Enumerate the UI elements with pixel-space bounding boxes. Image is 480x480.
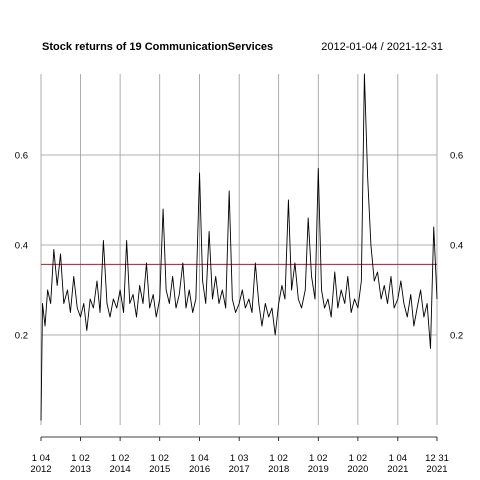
x-tick-label-bottom-0: 2012 [30, 464, 51, 475]
x-tick-label-bottom-1: 2013 [70, 464, 91, 475]
x-tick-label-top-2: 1 02 [111, 453, 130, 464]
x-tick-label-top-8: 1 02 [349, 453, 368, 464]
x-tick-label-bottom-3: 2015 [149, 464, 170, 475]
x-tick-label-bottom-7: 2019 [308, 464, 329, 475]
y-tick-label-left-0: 0.2 [15, 331, 28, 342]
grid-layer [40, 74, 438, 425]
series-layer [40, 73, 438, 421]
y-tick-label-right-2: 0.6 [450, 151, 463, 162]
y-tick-label-left-2: 0.6 [15, 151, 28, 162]
x-tick-label-top-3: 1 02 [150, 453, 169, 464]
x-tick-label-top-1: 1 02 [71, 453, 90, 464]
x-tick-label-bottom-5: 2017 [229, 464, 250, 475]
y-tick-label-left-1: 0.4 [15, 241, 28, 252]
x-tick-label-top-9: 1 04 [389, 453, 408, 464]
x-tick-label-top-4: 1 04 [190, 453, 209, 464]
x-tick-label-top-6: 1 02 [269, 453, 288, 464]
y-tick-label-right-0: 0.2 [450, 331, 463, 342]
x-tick-label-bottom-10: 2021 [426, 464, 447, 475]
series-line-0 [40, 73, 438, 421]
x-tick-label-bottom-6: 2018 [268, 464, 289, 475]
y-tick-label-right-1: 0.4 [450, 241, 463, 252]
x-tick-label-top-0: 1 04 [32, 453, 51, 464]
chart-title: Stock returns of 19 CommunicationService… [42, 41, 273, 53]
x-tick-label-top-7: 1 02 [309, 453, 328, 464]
x-tick-label-bottom-2: 2014 [110, 464, 131, 475]
x-tick-label-bottom-4: 2016 [189, 464, 210, 475]
x-tick-label-top-5: 1 03 [230, 453, 249, 464]
chart-subtitle: 2012-01-04 / 2021-12-31 [321, 41, 443, 53]
x-tick-label-top-10: 12 31 [425, 453, 449, 464]
x-tick-label-bottom-9: 2021 [387, 464, 408, 475]
x-tick-label-bottom-8: 2020 [347, 464, 368, 475]
